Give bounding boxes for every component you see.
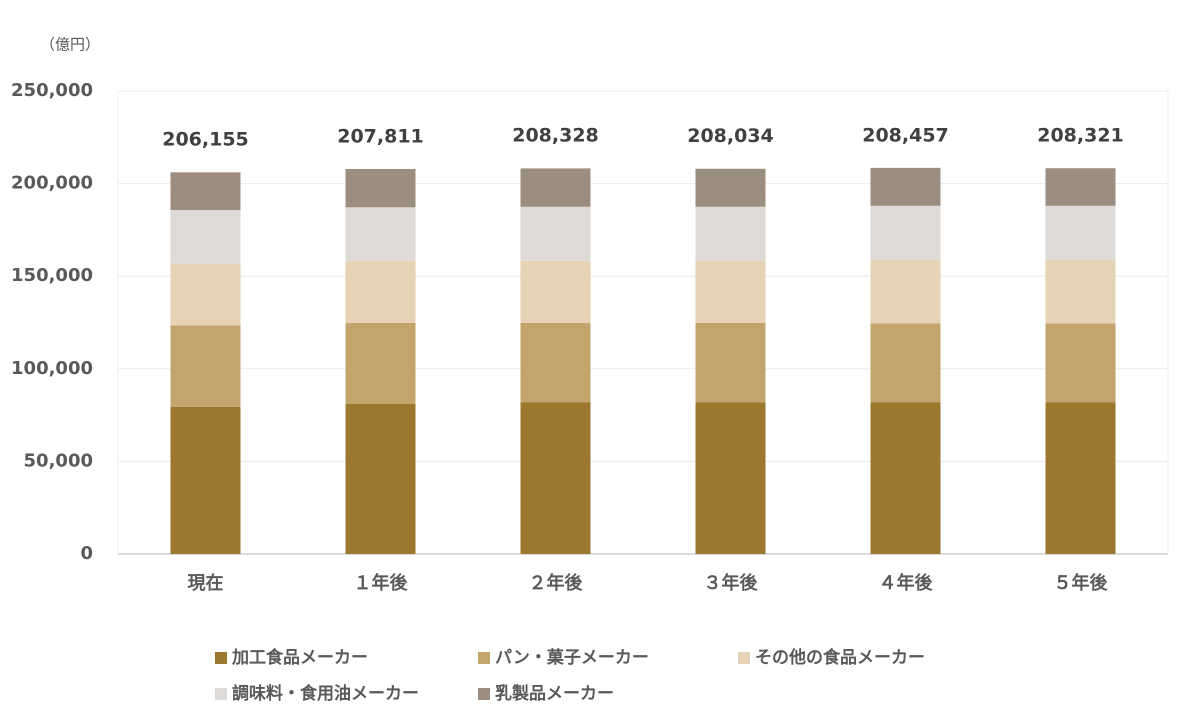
- bar-segment: [345, 322, 416, 404]
- bar-segment: [170, 406, 241, 554]
- bar-segment: [170, 263, 241, 326]
- bar-segment: [170, 172, 241, 211]
- bar-segment: [520, 402, 591, 554]
- bar-segment: [170, 210, 241, 264]
- bar-segment: [695, 206, 766, 261]
- bar-segment: [695, 168, 766, 207]
- y-tick-label: 150,000: [11, 265, 93, 286]
- x-tick-label: ４年後: [879, 572, 934, 594]
- legend-swatch: [478, 688, 490, 700]
- x-tick-label: ２年後: [529, 572, 584, 594]
- bar-segment: [170, 325, 241, 407]
- bar-segment: [345, 403, 416, 554]
- legend-swatch: [478, 652, 490, 664]
- legend-label: 加工食品メーカー: [231, 647, 368, 668]
- legend-swatch: [215, 652, 227, 664]
- total-label: 207,811: [337, 126, 424, 148]
- bar-segment: [695, 402, 766, 554]
- bar-segment: [1045, 402, 1116, 554]
- y-tick-label: 250,000: [11, 80, 93, 101]
- unit-label: （億円）: [40, 36, 100, 54]
- legend-label: 乳製品メーカー: [495, 683, 614, 704]
- legend-swatch: [215, 688, 227, 700]
- legend-label: その他の食品メーカー: [755, 647, 925, 668]
- y-tick-label: 200,000: [11, 173, 93, 194]
- bar-segment: [870, 205, 941, 260]
- bar-segment: [1045, 168, 1116, 206]
- bar-segment: [520, 206, 591, 261]
- y-tick-label: 0: [80, 543, 93, 564]
- bar-segment: [870, 167, 941, 206]
- y-tick-label: 50,000: [24, 450, 93, 471]
- total-label: 208,328: [512, 125, 599, 147]
- plot-frame: [117, 90, 1169, 555]
- total-label: 208,034: [687, 125, 774, 147]
- bar-segment: [520, 322, 591, 403]
- bar-segment: [520, 168, 591, 207]
- bar-segment: [870, 323, 941, 403]
- total-label: 208,457: [862, 124, 949, 146]
- bar-segment: [870, 259, 941, 324]
- bar-segment: [1045, 259, 1116, 324]
- y-tick-label: 100,000: [11, 358, 93, 379]
- total-label: 208,321: [1037, 125, 1124, 147]
- x-tick-label: １年後: [354, 572, 409, 594]
- bar-segment: [695, 260, 766, 323]
- x-tick-label: ３年後: [704, 572, 759, 594]
- legend-label: 調味料・食用油メーカー: [232, 683, 419, 704]
- bar-segment: [1045, 323, 1116, 403]
- x-tick-label: 現在: [188, 572, 224, 594]
- total-label: 206,155: [162, 129, 249, 151]
- bar-segment: [345, 207, 416, 261]
- bar-segment: [870, 402, 941, 554]
- legend-swatch: [738, 652, 750, 664]
- bar-segment: [695, 322, 766, 403]
- x-tick-label: ５年後: [1054, 572, 1109, 594]
- bar-segment: [345, 168, 416, 208]
- bar-segment: [1045, 205, 1116, 260]
- legend-label: パン・菓子メーカー: [495, 648, 649, 668]
- bar-segment: [520, 260, 591, 323]
- bar-segment: [345, 260, 416, 323]
